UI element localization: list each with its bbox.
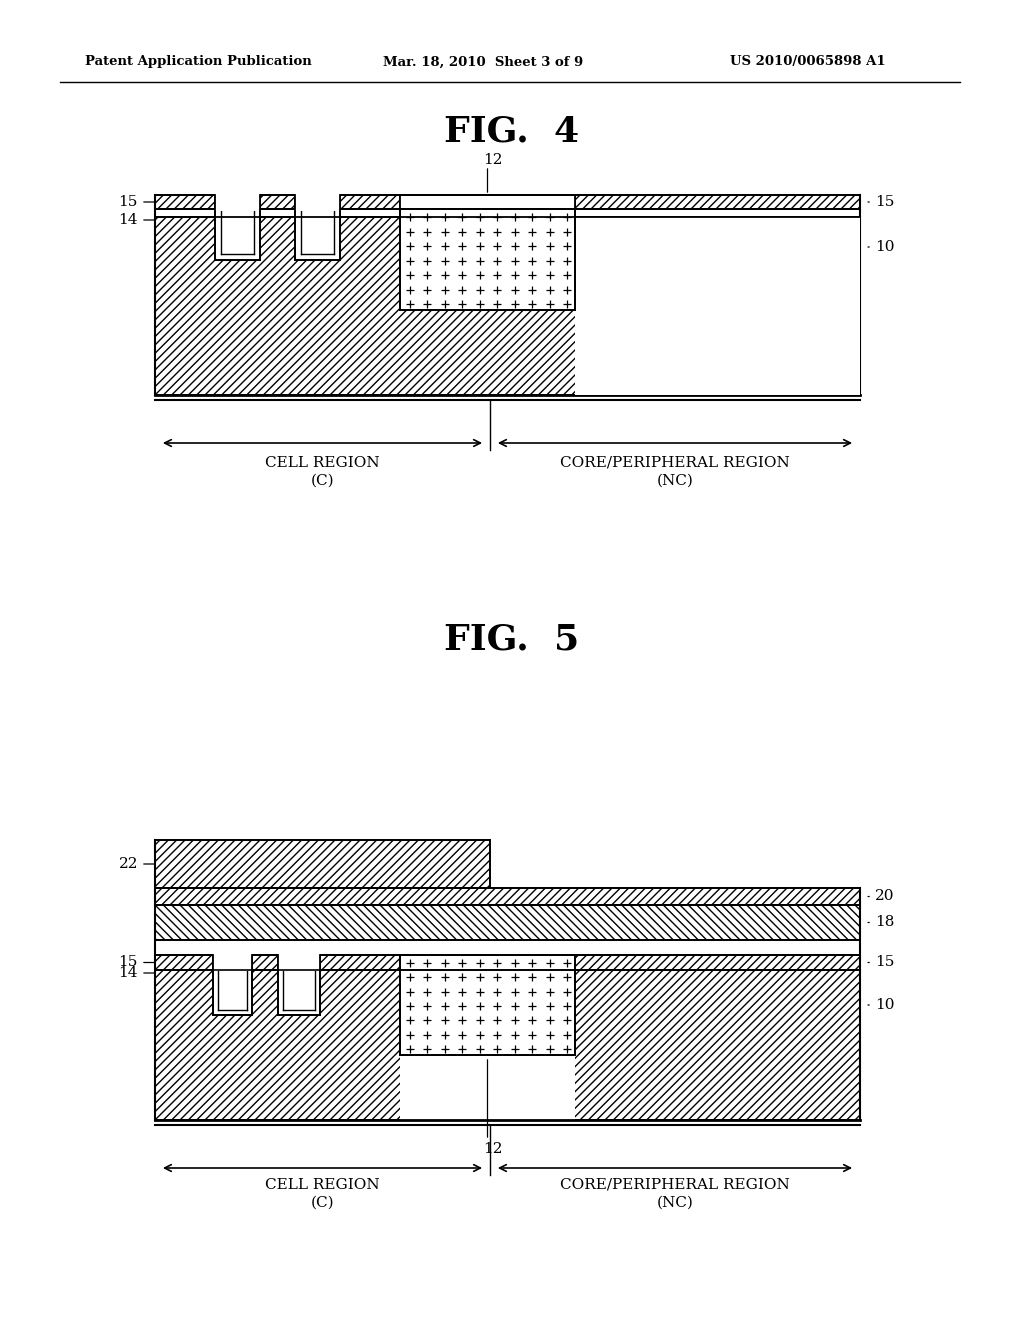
Bar <box>295 194 340 211</box>
Bar <box>215 201 221 253</box>
Bar <box>155 888 860 906</box>
Bar <box>155 195 860 209</box>
Bar <box>278 954 319 972</box>
Text: 12: 12 <box>482 1142 502 1156</box>
Bar <box>155 216 860 395</box>
Bar <box>400 954 575 1055</box>
Bar <box>400 1055 575 1119</box>
Text: 14: 14 <box>119 213 138 227</box>
Text: (NC): (NC) <box>656 1196 693 1210</box>
Bar <box>283 954 315 1010</box>
Bar <box>218 1010 247 1015</box>
Bar <box>155 840 490 888</box>
Bar <box>215 253 260 260</box>
Text: 14: 14 <box>119 966 138 979</box>
Bar <box>155 906 860 940</box>
Bar <box>295 253 340 260</box>
Text: 15: 15 <box>874 195 894 209</box>
Text: US 2010/0065898 A1: US 2010/0065898 A1 <box>730 55 886 69</box>
Bar <box>215 195 260 260</box>
Bar <box>278 960 283 1010</box>
Bar <box>155 954 860 970</box>
Bar <box>155 954 860 970</box>
Bar <box>400 1055 575 1119</box>
Bar <box>283 1010 315 1015</box>
Bar <box>221 253 254 260</box>
Bar <box>334 201 340 253</box>
Text: (NC): (NC) <box>656 474 693 488</box>
Text: (C): (C) <box>310 474 334 488</box>
Bar <box>315 960 319 1010</box>
Bar <box>213 954 252 1015</box>
Bar <box>213 960 218 1010</box>
Bar <box>254 201 260 253</box>
Bar <box>575 216 860 395</box>
Bar <box>215 195 221 260</box>
Bar <box>400 195 575 310</box>
Bar <box>247 960 252 1010</box>
Text: CORE/PERIPHERAL REGION: CORE/PERIPHERAL REGION <box>560 1177 790 1192</box>
Bar <box>215 201 221 253</box>
Bar <box>315 960 319 1010</box>
Text: 20: 20 <box>874 890 895 903</box>
Bar <box>295 201 301 253</box>
Bar <box>155 906 860 940</box>
Text: 12: 12 <box>482 153 502 168</box>
Bar <box>155 216 860 395</box>
Bar <box>215 194 260 211</box>
Text: (C): (C) <box>310 1196 334 1210</box>
Bar <box>221 201 254 253</box>
Text: FIG.  4: FIG. 4 <box>444 115 580 149</box>
Bar <box>334 201 340 253</box>
Text: 15: 15 <box>874 956 894 969</box>
Bar <box>301 253 334 260</box>
Bar <box>218 954 247 1010</box>
Bar <box>213 954 252 972</box>
Text: CELL REGION: CELL REGION <box>265 455 380 470</box>
Bar <box>295 195 301 260</box>
Text: Patent Application Publication: Patent Application Publication <box>85 55 311 69</box>
Text: 15: 15 <box>119 195 138 209</box>
Bar <box>400 195 575 310</box>
Bar <box>254 201 260 253</box>
Bar <box>400 195 575 209</box>
Bar <box>295 195 340 260</box>
Bar <box>221 253 254 260</box>
Bar <box>400 195 575 209</box>
Bar <box>301 201 334 253</box>
Bar <box>283 1010 315 1015</box>
Bar <box>301 253 334 260</box>
Bar <box>254 195 260 260</box>
Text: 10: 10 <box>874 998 895 1012</box>
Bar <box>575 216 860 395</box>
Text: CELL REGION: CELL REGION <box>265 1177 380 1192</box>
Bar <box>155 970 860 1119</box>
Bar <box>400 954 575 1055</box>
Bar <box>278 960 283 1010</box>
Text: 15: 15 <box>119 956 138 969</box>
Text: 22: 22 <box>119 857 138 871</box>
Bar <box>295 201 301 253</box>
Bar <box>247 960 252 1010</box>
Bar <box>155 195 860 209</box>
Bar <box>218 1010 247 1015</box>
Text: 18: 18 <box>874 916 894 929</box>
Text: CORE/PERIPHERAL REGION: CORE/PERIPHERAL REGION <box>560 455 790 470</box>
Bar <box>155 840 490 888</box>
Bar <box>213 960 218 1010</box>
Bar <box>155 888 860 906</box>
Text: 10: 10 <box>874 240 895 253</box>
Text: Mar. 18, 2010  Sheet 3 of 9: Mar. 18, 2010 Sheet 3 of 9 <box>383 55 584 69</box>
Bar <box>278 954 319 1015</box>
Bar <box>334 195 340 260</box>
Bar <box>155 970 860 1119</box>
Text: FIG.  5: FIG. 5 <box>444 623 580 657</box>
